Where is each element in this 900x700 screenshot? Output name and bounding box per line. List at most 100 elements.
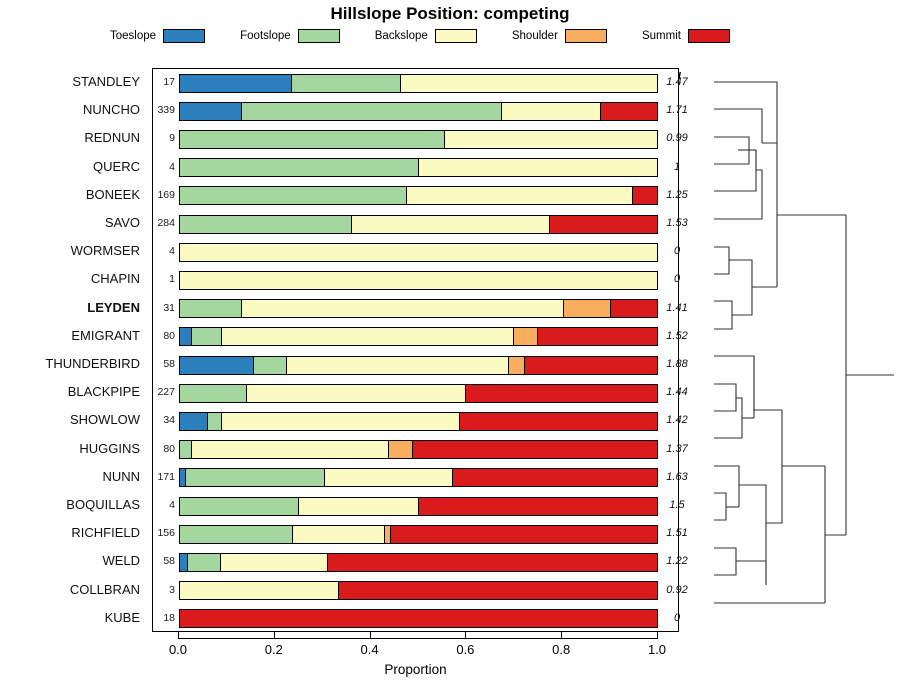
bar-segment-backslope [180,271,657,289]
y-axis-tick-label: BLACKPIPE [67,384,140,400]
bar-segment-summit [180,610,657,628]
row-n-count: 4 [169,499,175,512]
x-axis-line [178,638,657,639]
bar-segment-summit [338,582,657,600]
row-h-value: 1.22 [666,555,688,568]
x-axis: 0.0 0.2 0.4 0.6 0.8 1.0 [152,632,679,672]
bar-segment-summit [460,412,657,430]
table-row: 1 [153,266,680,294]
y-axis-tick-label: WELD [102,553,140,569]
row-n-count: 34 [163,414,175,427]
bar-segment-summit [327,553,657,571]
table-row: 58 [153,548,680,576]
table-row: 4 [153,492,680,520]
row-h-value: 0.99 [666,132,688,145]
row-n-count: 80 [163,329,175,342]
bar-segment-summit [600,102,657,120]
legend-entry: Toeslope [110,29,206,43]
bar-segment-summit [549,215,657,233]
legend-entry: Shoulder [512,29,607,43]
stacked-bar [179,299,658,319]
bar-segment-footslope [253,356,287,374]
y-axis-tick-label: BONEEK [85,186,140,202]
page-title: Hillslope Position: competing [330,4,570,23]
y-axis-tick-label: COLLBRAN [69,581,140,597]
bar-segment-footslope [242,102,502,120]
row-h-value: 1.88 [666,358,688,370]
x-axis-tick [465,632,467,639]
bar-segment-toeslope [180,412,209,430]
y-axis-tick-label: RICHFIELD [71,525,140,541]
row-n-count: 80 [163,442,175,455]
row-h-value: 1.52 [666,329,688,342]
table-row: 156 [153,520,680,548]
bar-segment-footslope [180,497,300,515]
row-h-value: 1.25 [666,188,688,201]
bar-segment-backslope [293,525,385,543]
bar-segment-footslope [180,384,248,402]
stacked-bar [179,496,658,516]
stacked-bar [179,383,658,403]
legend-swatch [687,29,730,43]
bar-segment-toeslope [180,469,186,487]
row-h-value: 1.41 [666,301,688,314]
legend-label: Footslope [240,30,291,42]
stacked-bar [179,524,658,544]
bar-segment-summit [633,187,657,205]
row-h-value: 1.63 [666,470,688,483]
legend: Toeslope Footslope Backslope Shoulder Summit [110,26,730,46]
row-n-count: 4 [169,245,175,258]
row-h-value: 0 [673,245,681,258]
stacked-bar [179,129,658,149]
legend-label: Shoulder [511,30,558,42]
bar-segment-summit [453,469,657,487]
bar-segment-backslope [247,384,467,402]
row-n-count: 9 [169,132,175,145]
bar-rows: 17 339 9 4 169 284 4 1 31 80 58 227 34 80 171 4 156 58 3 18 [153,69,680,633]
row-n-count: 58 [163,358,175,371]
stacked-bar [179,242,658,262]
x-axis-tick [273,632,275,639]
row-h-value: 0 [673,611,681,624]
bar-segment-footslope [291,74,401,92]
table-row: 4 [153,154,680,182]
table-row: 17 [153,69,680,97]
row-n-count: 284 [157,217,175,230]
bar-segment-shoulder [564,300,611,318]
bar-segment-toeslope [180,553,189,571]
row-h-value: 1.71 [666,104,688,117]
y-axis-tick-label: REDNUN [84,130,140,146]
y-axis-tick-label: STANDLEY [72,74,140,89]
y-axis-tick-label: QUERC [93,158,140,174]
bar-segment-footslope [180,525,294,543]
x-axis-tick [178,632,179,639]
bar-segment-footslope [180,130,446,148]
bar-segment-backslope [180,243,657,261]
row-h-value: 0.92 [666,583,688,596]
x-axis-tick-label: 0.0 [168,642,188,657]
row-h-value: 1 [673,160,681,173]
bar-segment-footslope [180,300,242,318]
bar-segment-summit [525,356,657,374]
row-n-count: 31 [163,301,175,314]
table-row: 284 [153,210,680,238]
dendrogram [694,60,900,640]
row-n-count: 3 [169,583,175,596]
stacked-bar [179,327,658,347]
row-h-value: 1.53 [666,217,688,229]
table-row: 169 [153,182,680,210]
table-row: 227 [153,379,680,407]
y-axis-tick-label: EMIGRANT [71,327,140,343]
legend-entry: Footslope [240,29,340,43]
bar-segment-backslope [418,159,657,177]
stacked-bar [179,101,658,121]
y-axis-tick-label: HUGGINS [79,440,140,456]
table-row: 31 [153,295,680,323]
bar-segment-toeslope [180,356,254,374]
bar-segment-backslope [221,412,461,430]
legend-swatch [564,29,607,43]
y-axis-tick-label: CHAPIN [90,271,140,287]
row-h-value: 1.51 [666,527,688,540]
stacked-bar [179,609,658,629]
